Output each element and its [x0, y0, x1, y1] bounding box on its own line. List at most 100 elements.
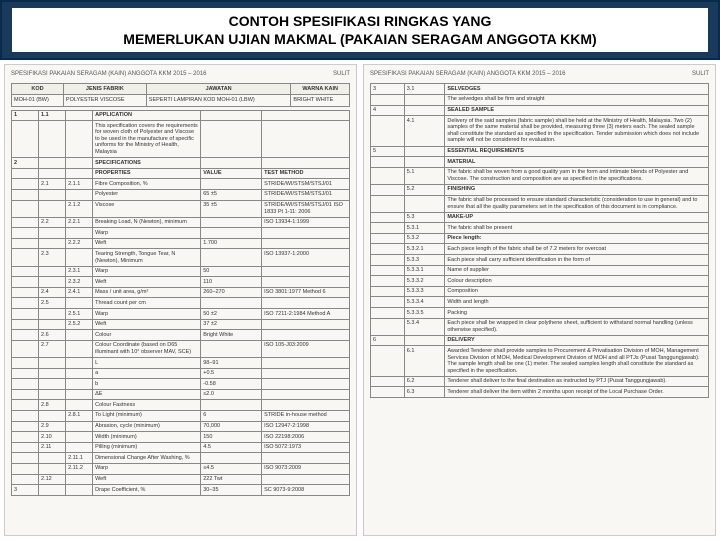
- cell: 30–35: [201, 485, 262, 496]
- table-row: 2.9Abrasion, cycle (minimum)70,000ISO 12…: [12, 421, 350, 432]
- cell: 2.1.1: [66, 179, 93, 190]
- cell: 2.5.2: [66, 319, 93, 330]
- cell: 5.3.2.1: [404, 244, 445, 255]
- cell: [262, 158, 350, 169]
- table-row: This specification covers the requiremen…: [12, 121, 350, 158]
- cell: Colour: [93, 330, 201, 341]
- cell: [39, 358, 66, 369]
- cell: [66, 298, 93, 309]
- cell: [12, 249, 39, 266]
- info-jenis: POLYESTER VISCOSE: [63, 94, 146, 106]
- cell: [371, 376, 405, 387]
- cell: [12, 309, 39, 320]
- cell: [201, 110, 262, 121]
- table-row: 2.42.4.1Mass / unit area, g/m²260–270ISO…: [12, 287, 350, 298]
- cell: [201, 217, 262, 228]
- cell: 6.3: [404, 387, 445, 398]
- table-row: 2.6ColourBright White: [12, 330, 350, 341]
- cell: 2.7: [39, 340, 66, 357]
- cell: [12, 340, 39, 357]
- cell: 222 Twt: [201, 474, 262, 485]
- cell: [12, 474, 39, 485]
- pages-container: SPESIFIKASI PAKAIAN SERAGAM (KAIN) ANGGO…: [0, 60, 720, 540]
- cell: 2.11: [39, 442, 66, 453]
- title-line1: CONTOH SPESIFIKASI RINGKAS YANG: [20, 12, 700, 30]
- cell: [201, 228, 262, 239]
- table-row: 2.12Weft222 Twt: [12, 474, 350, 485]
- cell: [12, 400, 39, 411]
- cell: Warp: [93, 266, 201, 277]
- table-row: 2.7Colour Coordinate (based on D65 illum…: [12, 340, 350, 357]
- title-text: CONTOH SPESIFIKASI RINGKAS YANG MEMERLUK…: [12, 8, 708, 52]
- cell: [371, 265, 405, 276]
- cell: 5.3.4: [404, 318, 445, 335]
- cell: Warp: [93, 463, 201, 474]
- cell: 3: [371, 84, 405, 95]
- table-row: 6DELIVERY: [371, 335, 709, 346]
- cell: [12, 432, 39, 443]
- cell: [404, 195, 445, 212]
- table-row: 2.1.2Viscose35 ±5STRIDE/WI/STSM/STSJ/01 …: [12, 200, 350, 217]
- cell: Weft: [93, 319, 201, 330]
- cell: 5.3.3.4: [404, 297, 445, 308]
- cell: [12, 410, 39, 421]
- cell: L: [93, 358, 201, 369]
- cell: [262, 379, 350, 390]
- table-row: 2SPECIFICATIONS: [12, 158, 350, 169]
- cell: Each piece shall be wrapped in clear pol…: [445, 318, 709, 335]
- cell: ΔE: [93, 389, 201, 400]
- cell: [12, 200, 39, 217]
- cell: [12, 287, 39, 298]
- cell: Viscose: [93, 200, 201, 217]
- cell: 2: [12, 158, 39, 169]
- table-row: 2.8.1To Light (minimum)6STRIDE in-house …: [12, 410, 350, 421]
- table-row: 5.3.3Each piece shall carry sufficient i…: [371, 255, 709, 266]
- cell: [371, 286, 405, 297]
- cell: ISO 5072:1973: [262, 442, 350, 453]
- cell: STRIDE/WI/STSM/STSJ/01: [262, 189, 350, 200]
- cell: -0.58: [201, 379, 262, 390]
- table-row: 5.3.3.3Composition: [371, 286, 709, 297]
- cell: [39, 266, 66, 277]
- cell: Delivery of the said samples (fabric sam…: [445, 116, 709, 146]
- cell: ISO 22198:2006: [262, 432, 350, 443]
- cell: 1.1: [39, 110, 66, 121]
- cell: [262, 474, 350, 485]
- cell: Weft: [93, 474, 201, 485]
- cell: [66, 485, 93, 496]
- cell: [12, 453, 39, 464]
- cell: 35 ±5: [201, 200, 262, 217]
- table-row: PROPERTIESVALUETEST METHOD: [12, 168, 350, 179]
- cell: 2.11.1: [66, 453, 93, 464]
- cell: Dimensional Change After Washing, %: [93, 453, 201, 464]
- cell: Weft: [93, 277, 201, 288]
- table-row: 2.11.2Warp≤4.5ISO 9073:2009: [12, 463, 350, 474]
- cell: [39, 189, 66, 200]
- cell: [39, 228, 66, 239]
- cell: 5.3.3.5: [404, 308, 445, 319]
- cell: MAKE-UP: [445, 212, 709, 223]
- page-right: SPESIFIKASI PAKAIAN SERAGAM (KAIN) ANGGO…: [363, 64, 716, 536]
- cell: [371, 167, 405, 184]
- cell: ≤2.0: [201, 389, 262, 400]
- table-row: 5.2FINISHING: [371, 184, 709, 195]
- cell: [12, 121, 39, 158]
- cell: 2.8: [39, 400, 66, 411]
- cell: [404, 94, 445, 105]
- cell: Bright White: [201, 330, 262, 341]
- cell: 110: [201, 277, 262, 288]
- cell: [262, 453, 350, 464]
- cell: The selvedges shall be firm and straight: [445, 94, 709, 105]
- cell: Warp: [93, 228, 201, 239]
- cell: [12, 463, 39, 474]
- cell: Composition: [445, 286, 709, 297]
- table-row: ΔE≤2.0: [12, 389, 350, 400]
- cell: 5: [371, 146, 405, 157]
- cell: Fibre Composition, %: [93, 179, 201, 190]
- cell: 1: [12, 110, 39, 121]
- cell: ISO 7211-2:1984 Method A: [262, 309, 350, 320]
- table-row: 5.3.3.4Width and length: [371, 297, 709, 308]
- cell: [262, 298, 350, 309]
- cell: [66, 189, 93, 200]
- cell: b: [93, 379, 201, 390]
